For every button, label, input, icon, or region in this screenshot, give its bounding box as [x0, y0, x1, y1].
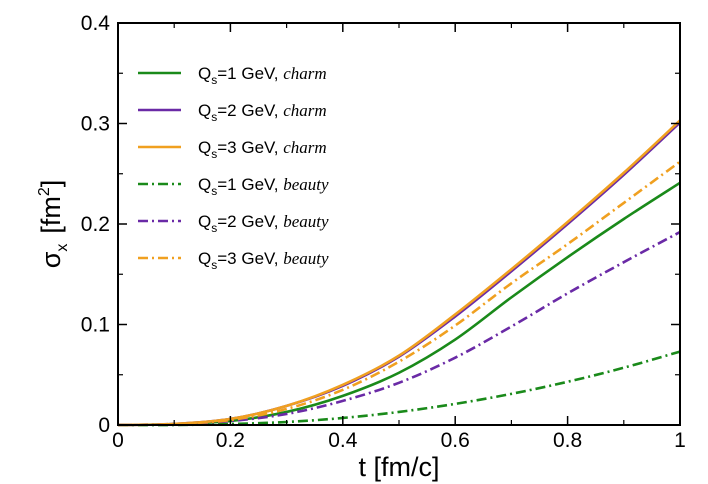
x-tick-label: 1	[674, 429, 686, 452]
y-label-symbol: σ	[36, 251, 66, 268]
x-tick-label: 0	[112, 429, 124, 452]
svg-text:σx[fm2]: σx [fm2]	[36, 180, 71, 269]
x-tick-label: 0.2	[216, 429, 245, 452]
y-label-unit-close: ]	[36, 180, 66, 188]
legend-entry: Qs=3 GeV, beauty	[198, 249, 329, 272]
legend-entry: Qs=2 GeV, beauty	[198, 212, 329, 235]
axis-ticks: 0 0.2 0.4 0.6 0.8 1 0 0.1 0.2 0.3 0.4	[81, 12, 686, 452]
x-axis-label: t [fm/c]	[359, 452, 440, 482]
legend: Qs=1 GeV, charm Qs=2 GeV, charm Qs=3 GeV, …	[138, 64, 329, 272]
y-tick-label: 0	[98, 414, 110, 437]
y-tick-label: 0.1	[81, 314, 110, 337]
legend-entry: Qs=1 GeV, charm	[198, 64, 327, 87]
y-axis-label: σx [fm2]	[36, 180, 71, 269]
legend-entry: Qs=3 GeV, charm	[198, 138, 327, 161]
y-tick-label: 0.2	[81, 213, 110, 236]
series-line-2	[118, 123, 680, 426]
x-tick-label: 0.4	[328, 429, 358, 452]
y-label-unit-open: [fm	[36, 196, 66, 234]
y-tick-label: 0.3	[81, 113, 110, 136]
legend-entry: Qs=2 GeV, charm	[198, 101, 327, 124]
legend-entry: Qs=1 GeV, beauty	[198, 175, 329, 198]
y-label-superscript: 2	[36, 187, 53, 196]
x-tick-label: 0.6	[441, 429, 470, 452]
y-label-subscript: x	[54, 244, 71, 252]
series-line-4	[118, 352, 680, 425]
y-tick-label: 0.4	[81, 12, 111, 35]
series-line-3	[118, 120, 680, 425]
x-tick-label: 0.8	[553, 429, 582, 452]
plot-lines	[118, 120, 680, 425]
